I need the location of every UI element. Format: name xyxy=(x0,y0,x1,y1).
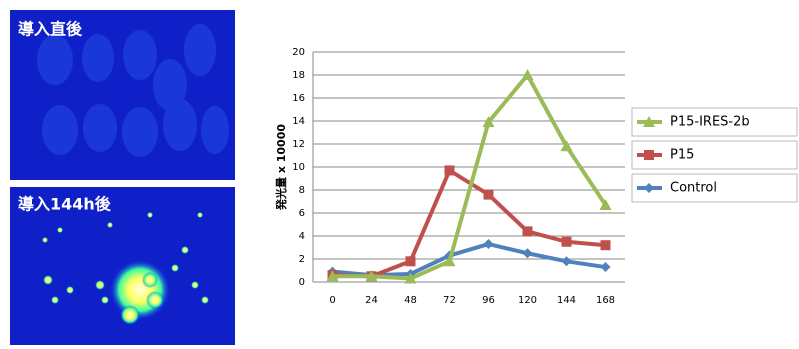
y-tick-label: 16 xyxy=(292,93,305,104)
data-point xyxy=(561,236,572,247)
data-point xyxy=(482,116,495,128)
y-tick-label: 10 xyxy=(292,162,305,173)
image-label: 導入直後 xyxy=(18,20,83,39)
x-tick-label: 120 xyxy=(518,295,537,306)
data-point xyxy=(599,198,612,210)
data-point xyxy=(483,239,494,250)
legend-label: P15-IRES-2b xyxy=(670,115,750,130)
x-tick-label: 168 xyxy=(596,295,615,306)
image-label: 導入144h後 xyxy=(18,195,112,214)
data-point xyxy=(600,240,611,251)
data-point xyxy=(444,165,455,176)
y-tick-label: 8 xyxy=(299,185,305,196)
data-point xyxy=(643,116,655,127)
y-tick-label: 6 xyxy=(299,208,305,219)
series-line xyxy=(332,168,606,279)
y-tick-label: 0 xyxy=(299,277,305,288)
data-point xyxy=(365,270,378,282)
image-after: 導入144h後 xyxy=(10,187,235,345)
data-point xyxy=(521,69,534,80)
y-tick-label: 20 xyxy=(292,47,305,58)
legend-label: Control xyxy=(670,181,717,196)
x-tick-label: 72 xyxy=(443,295,456,306)
x-tick-label: 144 xyxy=(557,295,576,306)
x-tick-label: 48 xyxy=(404,295,417,306)
data-point xyxy=(404,272,417,284)
data-point xyxy=(644,183,654,193)
y-axis-label: 発光量 x 10000 xyxy=(274,124,288,211)
data-point xyxy=(522,226,533,237)
data-point xyxy=(644,150,654,160)
data-point xyxy=(560,140,573,152)
y-tick-label: 12 xyxy=(292,139,305,150)
legend-label: P15 xyxy=(670,148,694,163)
data-point xyxy=(443,255,456,267)
data-point xyxy=(600,262,611,273)
x-tick-label: 0 xyxy=(329,295,335,306)
y-tick-label: 14 xyxy=(292,116,305,127)
x-tick-label: 96 xyxy=(482,295,495,306)
data-point xyxy=(522,248,533,259)
data-point xyxy=(561,256,572,267)
y-tick-label: 4 xyxy=(299,231,305,242)
y-tick-label: 18 xyxy=(292,70,305,81)
data-point xyxy=(405,256,416,267)
data-point xyxy=(326,270,339,282)
series-line xyxy=(332,73,608,281)
data-point xyxy=(483,189,494,200)
x-tick-label: 24 xyxy=(365,295,378,306)
image-before: 導入直後 xyxy=(10,10,235,180)
y-tick-label: 2 xyxy=(299,254,305,265)
